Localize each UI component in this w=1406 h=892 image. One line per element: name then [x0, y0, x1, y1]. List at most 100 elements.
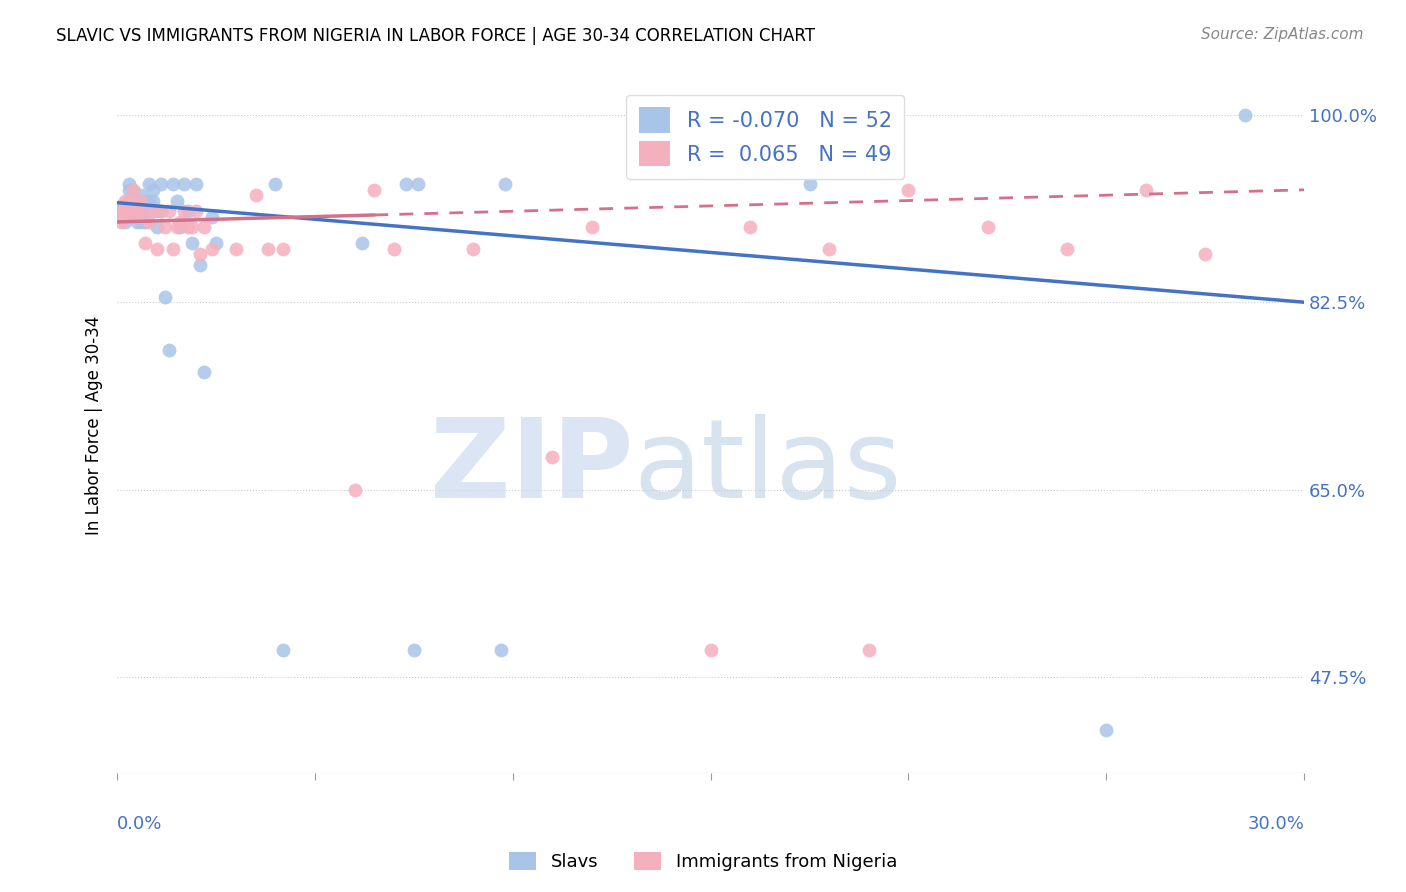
Point — [245, 188, 267, 202]
Point — [110, 215, 132, 229]
Point — [177, 220, 200, 235]
Point — [129, 188, 152, 202]
Point — [114, 215, 136, 229]
Point — [149, 204, 172, 219]
Point — [740, 220, 762, 235]
Point — [201, 210, 224, 224]
Point — [138, 194, 160, 208]
Point — [142, 204, 165, 219]
Point — [799, 178, 821, 192]
Point — [118, 194, 141, 208]
Point — [110, 204, 132, 219]
Point — [114, 210, 136, 224]
Point — [125, 204, 148, 219]
Point — [264, 178, 287, 192]
Point — [114, 204, 136, 219]
Point — [169, 220, 191, 235]
Point — [1233, 108, 1256, 122]
Point — [201, 242, 224, 256]
Point — [118, 204, 141, 219]
Point — [138, 215, 160, 229]
Point — [129, 204, 152, 219]
Point — [188, 258, 211, 272]
Point — [125, 204, 148, 219]
Point — [897, 183, 920, 197]
Point — [122, 183, 145, 197]
Point — [273, 643, 295, 657]
Text: 0.0%: 0.0% — [117, 815, 163, 833]
Point — [177, 204, 200, 219]
Text: atlas: atlas — [634, 414, 903, 521]
Point — [134, 236, 156, 251]
Point — [166, 220, 188, 235]
Point — [145, 204, 167, 219]
Point — [110, 199, 132, 213]
Point — [118, 194, 141, 208]
Legend: Slavs, Immigrants from Nigeria: Slavs, Immigrants from Nigeria — [502, 845, 904, 879]
Point — [395, 178, 418, 192]
Point — [125, 194, 148, 208]
Point — [225, 242, 247, 256]
Point — [110, 210, 132, 224]
Point — [382, 242, 405, 256]
Point — [188, 247, 211, 261]
Point — [153, 220, 176, 235]
Point — [343, 483, 366, 497]
Point — [186, 204, 208, 219]
Point — [1056, 242, 1078, 256]
Point — [162, 242, 184, 256]
Point — [149, 178, 172, 192]
Point — [145, 242, 167, 256]
Point — [273, 242, 295, 256]
Point — [118, 178, 141, 192]
Text: ZIP: ZIP — [430, 414, 634, 521]
Point — [162, 178, 184, 192]
Point — [125, 215, 148, 229]
Point — [114, 204, 136, 219]
Point — [193, 220, 215, 235]
Point — [181, 236, 204, 251]
Point — [818, 242, 841, 256]
Point — [129, 194, 152, 208]
Point — [114, 199, 136, 213]
Text: Source: ZipAtlas.com: Source: ZipAtlas.com — [1201, 27, 1364, 42]
Point — [541, 450, 564, 465]
Point — [976, 220, 998, 235]
Point — [352, 236, 374, 251]
Point — [581, 220, 603, 235]
Point — [118, 183, 141, 197]
Point — [169, 215, 191, 229]
Point — [1135, 183, 1157, 197]
Point — [173, 178, 195, 192]
Point — [122, 183, 145, 197]
Point — [193, 365, 215, 379]
Point — [181, 220, 204, 235]
Point — [157, 204, 180, 219]
Point — [122, 194, 145, 208]
Point — [1194, 247, 1216, 261]
Point — [122, 194, 145, 208]
Point — [134, 194, 156, 208]
Point — [138, 178, 160, 192]
Point — [205, 236, 228, 251]
Point — [142, 194, 165, 208]
Point — [186, 178, 208, 192]
Point — [166, 194, 188, 208]
Point — [173, 204, 195, 219]
Point — [129, 204, 152, 219]
Point — [142, 183, 165, 197]
Point — [494, 178, 516, 192]
Point — [699, 643, 721, 657]
Point — [145, 220, 167, 235]
Text: 30.0%: 30.0% — [1247, 815, 1305, 833]
Y-axis label: In Labor Force | Age 30-34: In Labor Force | Age 30-34 — [86, 316, 103, 535]
Point — [406, 178, 429, 192]
Point — [134, 204, 156, 219]
Point — [125, 210, 148, 224]
Text: SLAVIC VS IMMIGRANTS FROM NIGERIA IN LABOR FORCE | AGE 30-34 CORRELATION CHART: SLAVIC VS IMMIGRANTS FROM NIGERIA IN LAB… — [56, 27, 815, 45]
Point — [114, 194, 136, 208]
Point — [463, 242, 485, 256]
Point — [363, 183, 385, 197]
Point — [129, 215, 152, 229]
Point — [157, 343, 180, 358]
